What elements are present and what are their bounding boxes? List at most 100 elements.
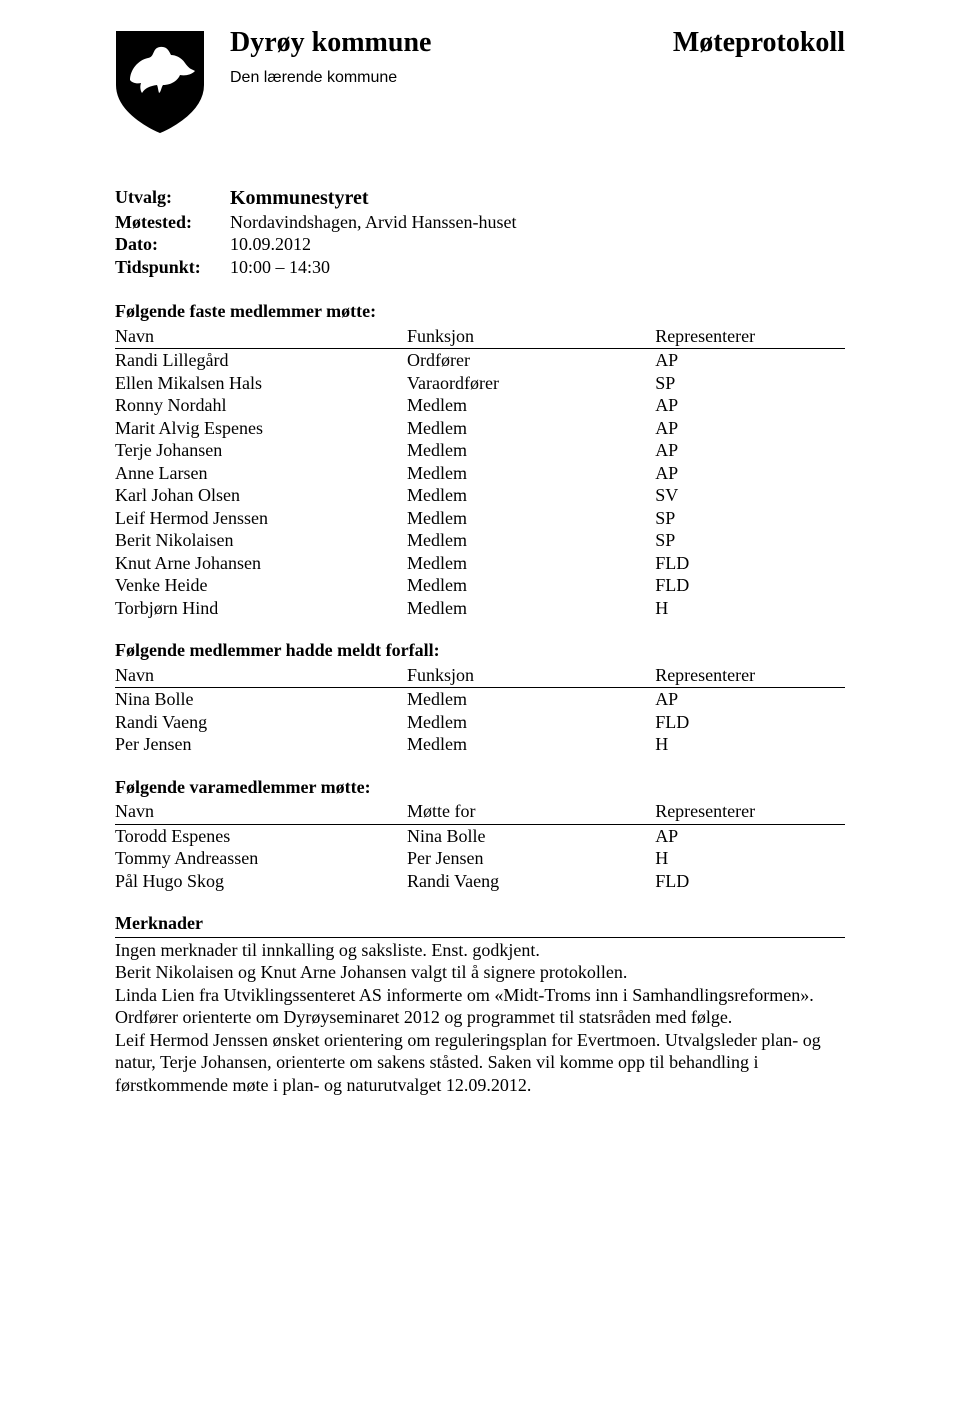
table-cell: Randi Vaeng (407, 870, 655, 893)
section3-table: Navn Møtte for Representerer Torodd Espe… (115, 800, 845, 892)
tagline: Den lærende kommune (230, 68, 845, 88)
table-cell: Varaordfører (407, 372, 655, 395)
merknader-heading: Merknader (115, 912, 845, 935)
col-funksjon: Funksjon (407, 664, 655, 688)
section2-table: Navn Funksjon Representerer Nina BolleMe… (115, 664, 845, 756)
dato-value: 10.09.2012 (230, 233, 845, 256)
table-cell: Ellen Mikalsen Hals (115, 372, 407, 395)
table-cell: H (655, 847, 845, 870)
table-row: Karl Johan OlsenMedlemSV (115, 484, 845, 507)
col-mottefor: Møtte for (407, 800, 655, 824)
table-row: Torodd EspenesNina BolleAP (115, 824, 845, 847)
table-row: Per JensenMedlemH (115, 733, 845, 756)
col-navn: Navn (115, 664, 407, 688)
table-cell: H (655, 733, 845, 756)
table-row: Nina BolleMedlemAP (115, 688, 845, 711)
merknader-text: Ingen merknader til innkalling og saksli… (115, 939, 845, 1097)
table-cell: AP (655, 688, 845, 711)
table-cell: Tommy Andreassen (115, 847, 407, 870)
table-cell: Per Jensen (407, 847, 655, 870)
tidspunkt-value: 10:00 – 14:30 (230, 256, 845, 279)
table-cell: SV (655, 484, 845, 507)
table-row: Ronny NordahlMedlemAP (115, 394, 845, 417)
table-cell: Knut Arne Johansen (115, 552, 407, 575)
table-row: Leif Hermod JenssenMedlemSP (115, 507, 845, 530)
table-cell: Ronny Nordahl (115, 394, 407, 417)
table-cell: Medlem (407, 733, 655, 756)
table-cell: Karl Johan Olsen (115, 484, 407, 507)
col-representerer: Representerer (655, 800, 845, 824)
table-cell: Medlem (407, 462, 655, 485)
table-cell: Medlem (407, 507, 655, 530)
table-cell: Medlem (407, 484, 655, 507)
table-row: Terje JohansenMedlemAP (115, 439, 845, 462)
col-representerer: Representerer (655, 664, 845, 688)
table-cell: Medlem (407, 417, 655, 440)
dato-label: Dato: (115, 233, 230, 256)
kommune-name: Dyrøy kommune (230, 25, 431, 60)
section1-heading: Følgende faste medlemmer møtte: (115, 300, 845, 323)
table-cell: Randi Lillegård (115, 349, 407, 372)
table-cell: Nina Bolle (407, 824, 655, 847)
table-cell: AP (655, 394, 845, 417)
table-cell: FLD (655, 552, 845, 575)
section2-body: Nina BolleMedlemAPRandi VaengMedlemFLDPe… (115, 688, 845, 756)
header: Dyrøy kommune Møteprotokoll Den lærende … (115, 25, 845, 141)
table-cell: AP (655, 439, 845, 462)
tidspunkt-label: Tidspunkt: (115, 256, 230, 279)
table-cell: Medlem (407, 394, 655, 417)
document-type: Møteprotokoll (673, 25, 845, 60)
table-row: Pål Hugo SkogRandi VaengFLD (115, 870, 845, 893)
table-cell: Terje Johansen (115, 439, 407, 462)
table-cell: SP (655, 507, 845, 530)
col-representerer: Representerer (655, 325, 845, 349)
section1-body: Randi LillegårdOrdførerAPEllen Mikalsen … (115, 349, 845, 620)
section3-body: Torodd EspenesNina BolleAPTommy Andreass… (115, 824, 845, 892)
table-cell: Berit Nikolaisen (115, 529, 407, 552)
table-cell: FLD (655, 870, 845, 893)
table-cell: Medlem (407, 574, 655, 597)
table-cell: SP (655, 529, 845, 552)
merknader-body: Ingen merknader til innkalling og saksli… (115, 937, 845, 1097)
title-block: Dyrøy kommune Møteprotokoll Den lærende … (230, 25, 845, 88)
table-row: Anne LarsenMedlemAP (115, 462, 845, 485)
col-funksjon: Funksjon (407, 325, 655, 349)
table-cell: Medlem (407, 688, 655, 711)
table-cell: Randi Vaeng (115, 711, 407, 734)
col-navn: Navn (115, 325, 407, 349)
section2-heading: Følgende medlemmer hadde meldt forfall: (115, 639, 845, 662)
table-cell: Per Jensen (115, 733, 407, 756)
table-cell: Marit Alvig Espenes (115, 417, 407, 440)
table-cell: Pål Hugo Skog (115, 870, 407, 893)
table-cell: Medlem (407, 711, 655, 734)
table-row: Ellen Mikalsen HalsVaraordførerSP (115, 372, 845, 395)
table-cell: FLD (655, 574, 845, 597)
motested-value: Nordavindshagen, Arvid Hanssen-huset (230, 211, 845, 234)
table-cell: AP (655, 417, 845, 440)
utvalg-label: Utvalg: (115, 186, 230, 211)
table-cell: Medlem (407, 597, 655, 620)
table-cell: Torodd Espenes (115, 824, 407, 847)
table-row: Knut Arne JohansenMedlemFLD (115, 552, 845, 575)
table-row: Randi VaengMedlemFLD (115, 711, 845, 734)
motested-label: Møtested: (115, 211, 230, 234)
section3-heading: Følgende varamedlemmer møtte: (115, 776, 845, 799)
table-cell: Torbjørn Hind (115, 597, 407, 620)
table-row: Tommy AndreassenPer JensenH (115, 847, 845, 870)
table-cell: Venke Heide (115, 574, 407, 597)
utvalg-value: Kommunestyret (230, 186, 845, 211)
table-row: Torbjørn HindMedlemH (115, 597, 845, 620)
table-cell: Medlem (407, 439, 655, 462)
table-cell: AP (655, 462, 845, 485)
table-cell: FLD (655, 711, 845, 734)
table-cell: Medlem (407, 552, 655, 575)
table-cell: AP (655, 349, 845, 372)
meeting-meta: Utvalg: Kommunestyret Møtested: Nordavin… (115, 186, 845, 279)
table-cell: H (655, 597, 845, 620)
table-row: Berit NikolaisenMedlemSP (115, 529, 845, 552)
table-row: Venke HeideMedlemFLD (115, 574, 845, 597)
table-cell: Nina Bolle (115, 688, 407, 711)
section1-table: Navn Funksjon Representerer Randi Lilleg… (115, 325, 845, 620)
table-cell: Medlem (407, 529, 655, 552)
table-cell: Ordfører (407, 349, 655, 372)
